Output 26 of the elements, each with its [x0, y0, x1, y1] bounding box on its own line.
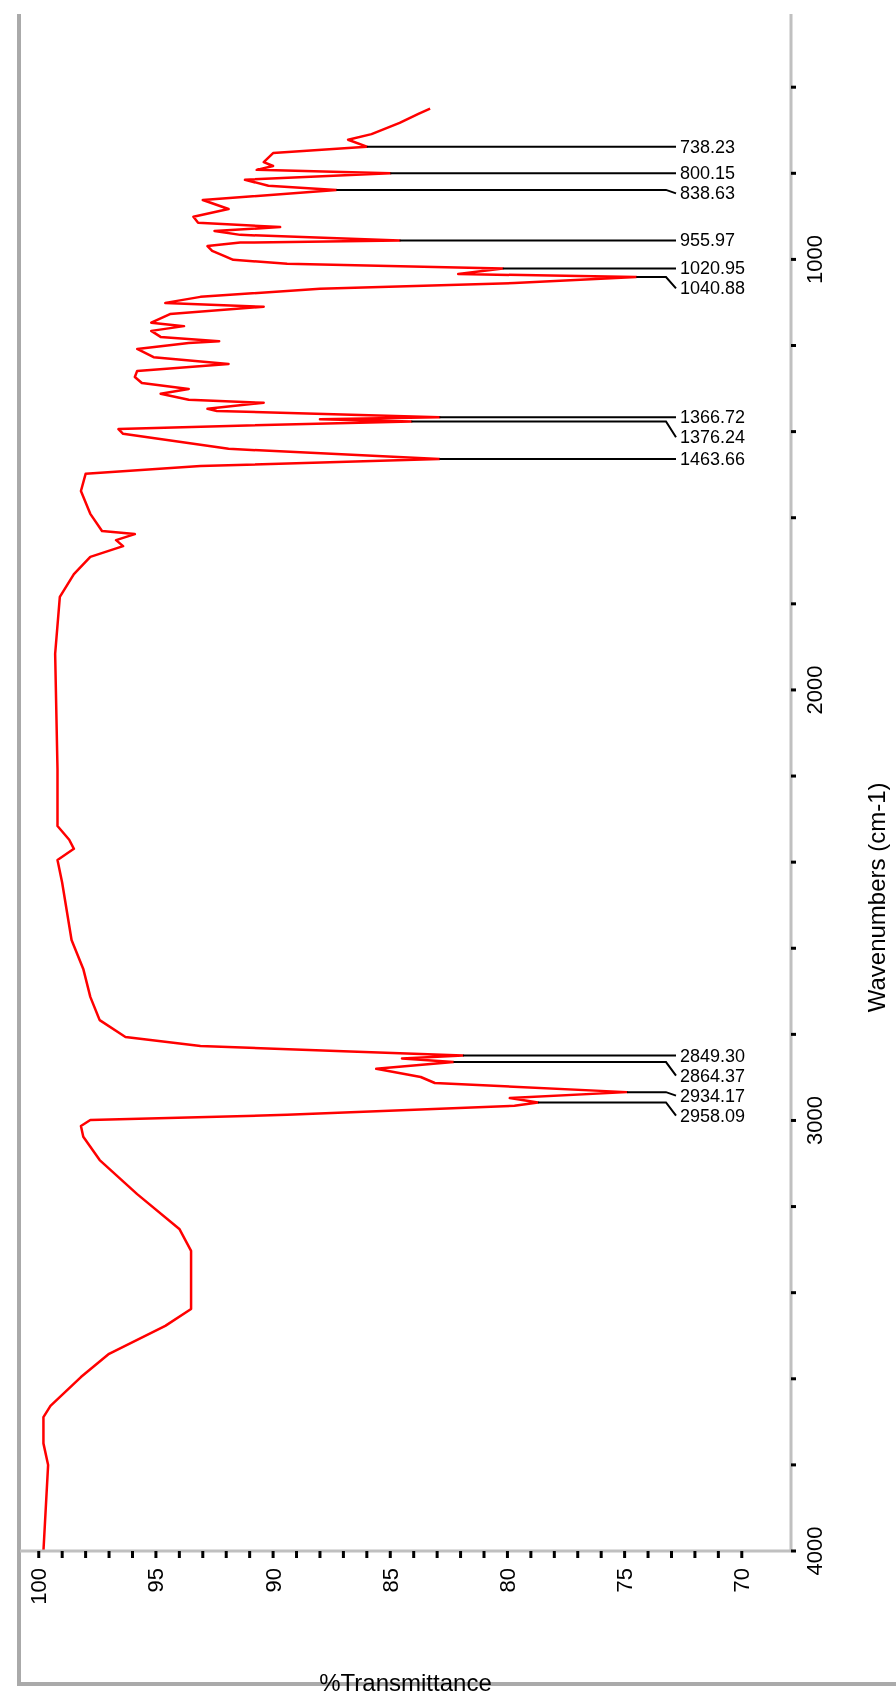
y-tick-label: 1000 — [802, 234, 827, 284]
annotation: 1463.66 — [680, 449, 746, 470]
y-tick-label: 2000 — [802, 665, 827, 715]
x-tick-label: 70 — [729, 1568, 755, 1593]
annotation: 2934.17 — [680, 1085, 746, 1106]
annotation: 738.23 — [680, 136, 736, 157]
annotation: 2958.09 — [680, 1105, 746, 1126]
annotation: 1366.72 — [680, 407, 746, 428]
x-tick-label: 85 — [377, 1568, 403, 1593]
annotation: 955.97 — [680, 230, 736, 251]
annotation: 1040.88 — [680, 278, 746, 299]
y-tick-label: 4000 — [802, 1526, 827, 1576]
x-tick-label: 75 — [612, 1568, 638, 1593]
annotation: 800.15 — [680, 163, 736, 184]
y-axis-title: Wavenumbers (cm-1) — [862, 782, 890, 1013]
y-tick-label: 3000 — [802, 1095, 827, 1145]
x-tick-label: 90 — [260, 1568, 286, 1593]
annotation: 1020.95 — [680, 258, 746, 279]
x-tick-label: 95 — [143, 1568, 169, 1593]
annotation: 838.63 — [680, 183, 736, 204]
x-tick-label: 80 — [494, 1568, 520, 1593]
annotation: 2849.30 — [680, 1045, 746, 1066]
annotation: 1376.24 — [680, 427, 746, 448]
x-axis-title: %Transmittance — [319, 1669, 492, 1696]
x-tick-label: 100 — [26, 1568, 52, 1605]
annotation: 2864.37 — [680, 1065, 746, 1086]
